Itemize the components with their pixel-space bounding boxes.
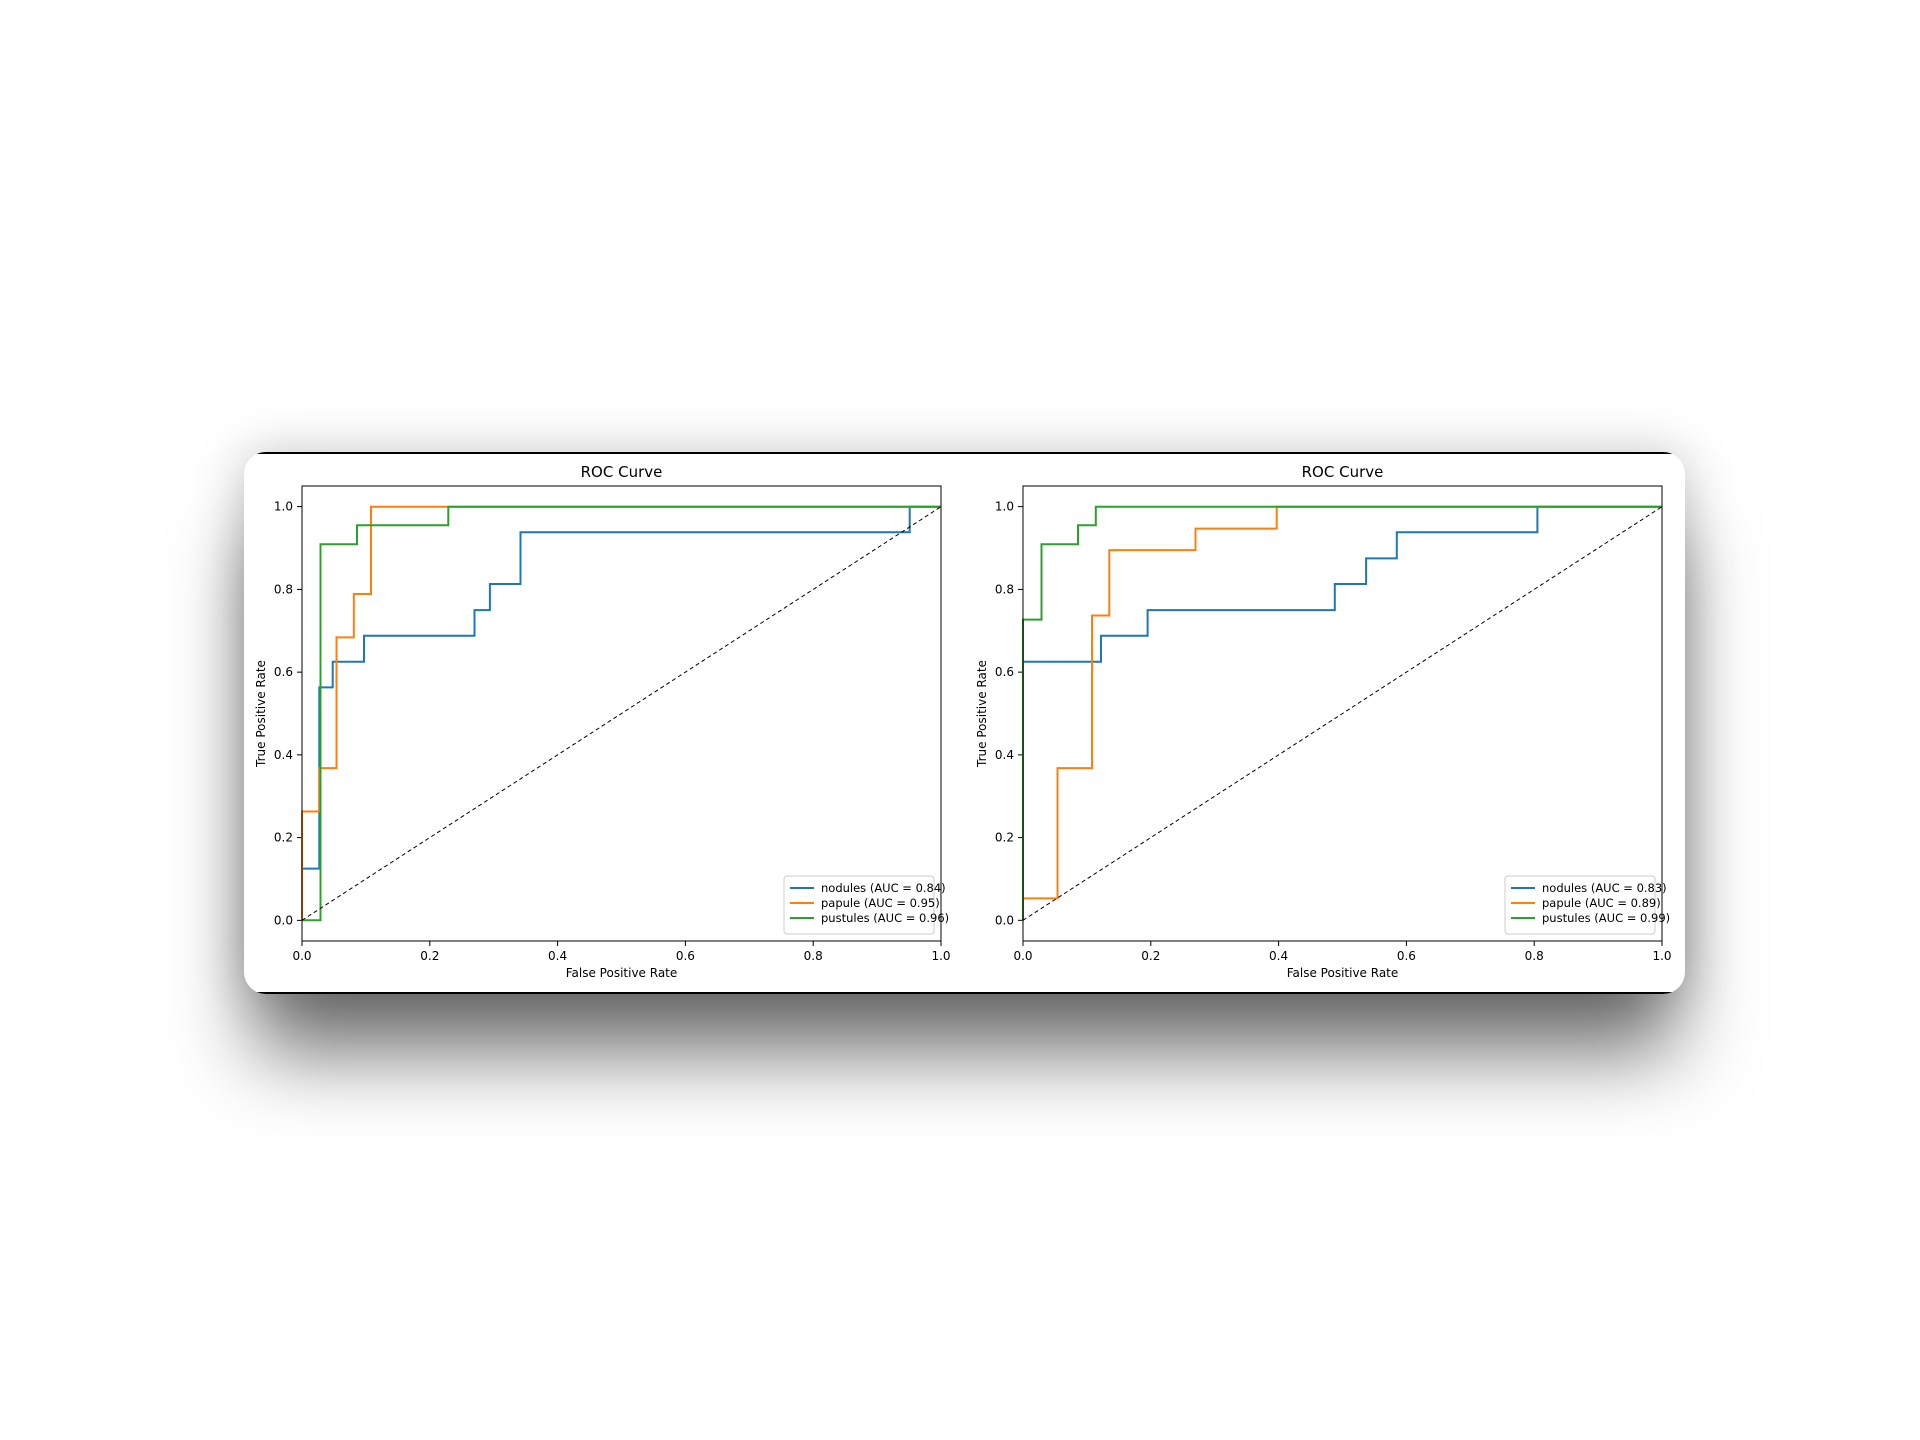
x-tick-label: 0.2 bbox=[420, 949, 439, 963]
chance-diagonal-line bbox=[301, 506, 942, 921]
x-axis-label: False Positive Rate bbox=[1287, 966, 1399, 980]
x-tick-label: 1.0 bbox=[1652, 949, 1671, 963]
y-axis-label: True Positive Rate bbox=[975, 660, 989, 768]
x-tick-label: 0.0 bbox=[292, 949, 311, 963]
x-axis-label: False Positive Rate bbox=[566, 966, 678, 980]
legend-label: papule (AUC = 0.95) bbox=[821, 896, 940, 910]
x-tick-label: 1.0 bbox=[931, 949, 950, 963]
axes-frame bbox=[301, 485, 942, 942]
y-tick-label: 0.4 bbox=[274, 748, 293, 762]
x-tick-label: 0.0 bbox=[1013, 949, 1032, 963]
y-tick-label: 0.0 bbox=[995, 913, 1014, 927]
x-tick-label: 0.4 bbox=[548, 949, 567, 963]
chart-title: ROC Curve bbox=[1302, 463, 1384, 481]
legend: nodules (AUC = 0.83)papule (AUC = 0.89)p… bbox=[1504, 875, 1670, 935]
y-tick-label: 1.0 bbox=[995, 500, 1014, 514]
legend-label: pustules (AUC = 0.96) bbox=[821, 911, 949, 925]
legend-label: nodules (AUC = 0.84) bbox=[821, 881, 946, 895]
series-line-papule bbox=[1022, 505, 1662, 921]
roc-chart-1: ROC Curve 0.0 0.2 0.4 0.6 0.8 1.0 0.0 0.2 0.4 0.6 0… bbox=[254, 463, 951, 980]
series-line-pustules bbox=[302, 505, 941, 922]
x-tick-label: 0.4 bbox=[1269, 949, 1288, 963]
chance-diagonal-line bbox=[1022, 506, 1663, 921]
chart-title: ROC Curve bbox=[581, 463, 663, 481]
y-tick-label: 0.2 bbox=[274, 831, 293, 845]
series-line-papule bbox=[301, 505, 941, 921]
legend: nodules (AUC = 0.84)papule (AUC = 0.95)p… bbox=[783, 875, 949, 935]
x-tick-label: 0.8 bbox=[1525, 949, 1544, 963]
series-line-nodules bbox=[301, 505, 941, 921]
figure-card: ROC Curve 0.0 0.2 0.4 0.6 0.8 1.0 0.0 0.2 0.4 0.6 0… bbox=[244, 452, 1685, 994]
legend-label: pustules (AUC = 0.99) bbox=[1542, 911, 1670, 925]
y-tick-label: 0.2 bbox=[995, 831, 1014, 845]
y-tick-label: 0.0 bbox=[274, 913, 293, 927]
legend-box bbox=[783, 875, 935, 935]
y-tick-label: 0.8 bbox=[274, 582, 293, 596]
roc-chart-2: ROC Curve 0.0 0.2 0.4 0.6 0.8 1.0 0.0 0.2 0.4 0.6 0… bbox=[975, 463, 1672, 980]
y-tick-label: 0.8 bbox=[995, 582, 1014, 596]
y-tick-label: 1.0 bbox=[274, 500, 293, 514]
roc-figure: ROC Curve 0.0 0.2 0.4 0.6 0.8 1.0 0.0 0.2 0.4 0.6 0… bbox=[254, 463, 1672, 980]
legend-label: papule (AUC = 0.89) bbox=[1542, 896, 1661, 910]
x-tick-label: 0.2 bbox=[1141, 949, 1160, 963]
legend-box bbox=[1504, 875, 1656, 935]
legend-label: nodules (AUC = 0.83) bbox=[1542, 881, 1667, 895]
series-line-nodules bbox=[1022, 505, 1662, 921]
x-tick-label: 0.6 bbox=[676, 949, 695, 963]
y-tick-label: 0.6 bbox=[274, 665, 293, 679]
axes-frame bbox=[1022, 485, 1663, 942]
x-tick-label: 0.6 bbox=[1397, 949, 1416, 963]
y-tick-label: 0.6 bbox=[995, 665, 1014, 679]
y-axis-label: True Positive Rate bbox=[254, 660, 268, 768]
x-tick-label: 0.8 bbox=[804, 949, 823, 963]
series-line-pustules bbox=[1022, 505, 1662, 921]
y-tick-label: 0.4 bbox=[995, 748, 1014, 762]
